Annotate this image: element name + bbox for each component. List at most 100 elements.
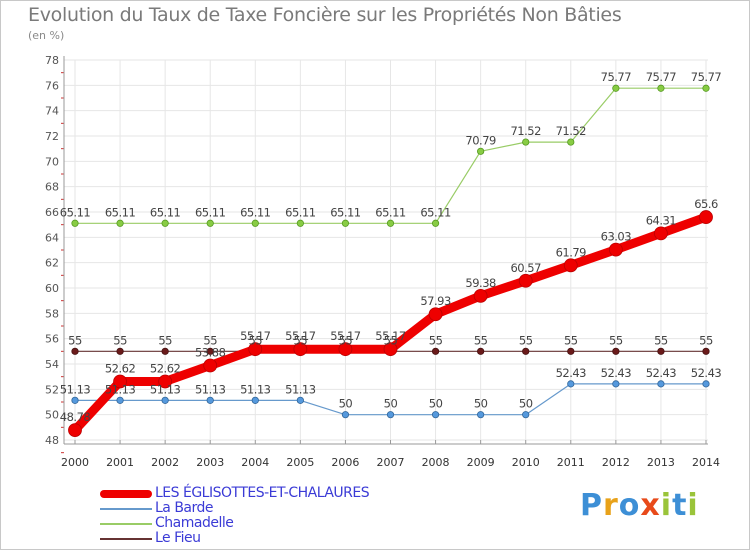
data-label: 55 <box>609 333 623 347</box>
data-point <box>612 84 620 92</box>
data-label: 51.13 <box>285 382 316 396</box>
data-label: 71.52 <box>556 124 587 138</box>
data-label: 70.79 <box>465 133 496 147</box>
data-point <box>477 347 485 355</box>
data-label: 50 <box>474 397 488 411</box>
data-point <box>428 307 443 322</box>
y-tick-label: 76 <box>45 79 59 92</box>
y-tick-label: 52 <box>45 383 59 396</box>
legend-swatch <box>100 538 152 540</box>
data-label: 60.57 <box>510 261 541 275</box>
data-point <box>251 396 259 404</box>
data-label: 55 <box>564 333 578 347</box>
data-label: 55 <box>203 333 217 347</box>
logo-letter: P <box>580 488 603 523</box>
data-point <box>113 374 127 389</box>
data-label: 55 <box>68 333 82 347</box>
data-point <box>206 396 214 404</box>
data-label: 55 <box>654 333 668 347</box>
data-point <box>654 226 668 241</box>
data-point <box>431 411 440 419</box>
data-point <box>71 347 79 355</box>
data-point <box>567 380 575 388</box>
data-label: 71.52 <box>510 124 541 138</box>
x-tick-label: 2002 <box>151 456 179 469</box>
x-tick-label: 2004 <box>241 456 269 469</box>
data-point <box>116 347 124 355</box>
data-label: 59.38 <box>465 276 496 290</box>
data-label: 55 <box>384 333 398 347</box>
data-point <box>657 84 665 92</box>
data-point <box>251 219 259 227</box>
data-point <box>341 411 350 419</box>
data-point <box>338 342 353 357</box>
data-label: 55.17 <box>285 329 316 343</box>
data-label: 55 <box>339 333 353 347</box>
data-label: 52.43 <box>691 366 722 380</box>
x-tick-label: 2012 <box>602 456 630 469</box>
data-label: 75.77 <box>646 70 677 84</box>
y-tick-label: 64 <box>45 231 59 244</box>
data-point <box>248 342 263 357</box>
data-label: 63.03 <box>601 230 632 244</box>
data-label: 55 <box>113 333 127 347</box>
data-point <box>161 396 169 404</box>
data-point <box>341 219 350 227</box>
data-label: 52.43 <box>556 366 587 380</box>
x-tick-label: 2013 <box>647 456 675 469</box>
data-label: 64.31 <box>646 213 677 227</box>
y-tick-label: 68 <box>45 181 59 194</box>
data-point <box>522 347 530 355</box>
data-label: 55 <box>699 333 713 347</box>
x-tick-label: 2010 <box>512 456 540 469</box>
y-tick-label: 72 <box>45 130 59 143</box>
x-tick-label: 2001 <box>106 456 134 469</box>
data-label: 57.93 <box>420 294 451 308</box>
data-label: 52.43 <box>601 366 632 380</box>
data-label: 51.13 <box>150 382 181 396</box>
x-tick-label: 2005 <box>286 456 314 469</box>
data-point <box>702 347 710 355</box>
series-layer <box>68 84 713 438</box>
legend-label: La Barde <box>155 500 214 516</box>
y-tick-label: 70 <box>45 155 59 168</box>
logo-letter: r <box>603 488 619 523</box>
data-point <box>702 84 710 92</box>
x-tick-label: 2000 <box>61 456 89 469</box>
y-tick-label: 58 <box>45 307 59 320</box>
data-point <box>206 347 214 355</box>
data-label: 55.17 <box>330 329 361 343</box>
legend-label: Le Fieu <box>155 530 201 546</box>
data-label: 48.78 <box>60 410 91 424</box>
data-label: 65.11 <box>240 205 271 219</box>
data-point <box>161 219 169 227</box>
data-label: 65.11 <box>150 205 181 219</box>
legend-label: Chamadelle <box>155 515 234 531</box>
data-point <box>702 380 710 388</box>
data-point <box>116 396 124 404</box>
data-point <box>612 347 620 355</box>
data-label: 61.79 <box>556 245 587 259</box>
data-label: 65.11 <box>285 205 316 219</box>
data-label: 53.88 <box>195 346 226 360</box>
legend-label: LES ÉGLISOTTES-ET-CHALAURES <box>155 485 370 501</box>
data-label: 75.77 <box>601 70 632 84</box>
legend-swatch <box>100 508 152 510</box>
data-label: 52.62 <box>150 361 181 375</box>
data-label: 75.77 <box>691 70 722 84</box>
x-tick-label: 2003 <box>196 456 224 469</box>
axes: 48 50 52 54 56 58 60 62 64 66 68 70 72 74 76 78 2000 2001… <box>45 54 720 469</box>
data-point <box>296 396 304 404</box>
proxiti-logo: Proxiti <box>580 488 699 523</box>
data-point <box>431 347 440 355</box>
logo-letter: o <box>618 488 641 523</box>
logo-letter: x <box>640 488 661 523</box>
logo-letter: i <box>687 488 699 523</box>
chart-title: Evolution du Taux de Taxe Foncière sur l… <box>28 4 622 26</box>
data-point <box>473 288 488 303</box>
data-point <box>71 396 79 404</box>
data-label: 65.11 <box>330 205 361 219</box>
logo-letter: t <box>672 488 688 523</box>
data-label: 50 <box>429 397 443 411</box>
data-point <box>203 358 218 373</box>
